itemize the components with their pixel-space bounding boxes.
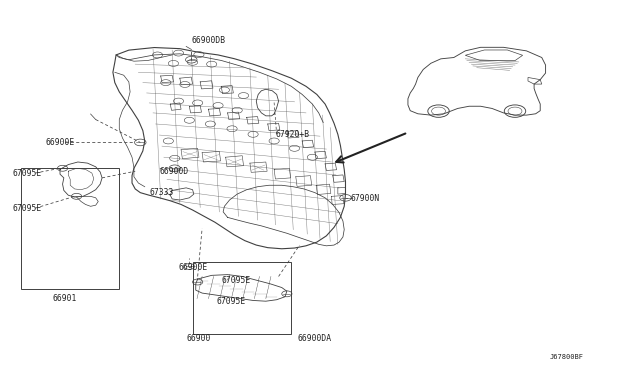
Text: 67900N: 67900N [351, 195, 380, 203]
Bar [20, 167, 119, 289]
Text: 66900DA: 66900DA [298, 334, 332, 343]
Text: J67800BF: J67800BF [549, 353, 584, 360]
Text: 66900E: 66900E [179, 263, 208, 272]
Text: 66900D: 66900D [159, 167, 189, 176]
Text: 67095E: 67095E [217, 298, 246, 307]
Text: 67920+B: 67920+B [275, 130, 310, 139]
Text: 67333: 67333 [149, 188, 173, 197]
Text: 66900: 66900 [187, 334, 211, 343]
Bar [193, 262, 291, 334]
Text: 67095E: 67095E [221, 276, 250, 285]
Text: 67095E: 67095E [13, 169, 42, 177]
Text: 67095E: 67095E [13, 203, 42, 213]
Text: 66900E: 66900E [46, 138, 76, 147]
Text: 66901: 66901 [53, 294, 77, 303]
Text: 66900DB: 66900DB [191, 36, 225, 45]
